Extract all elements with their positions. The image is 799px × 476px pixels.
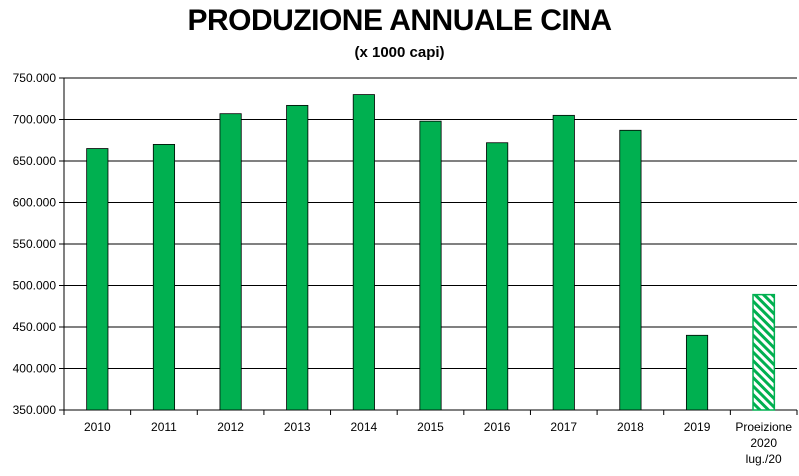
y-tick-label: 550.000 bbox=[13, 237, 57, 251]
bar-projection bbox=[752, 293, 776, 411]
y-tick-label: 350.000 bbox=[13, 403, 57, 417]
x-tick-label: 2012 bbox=[217, 420, 244, 434]
x-tick-label: 2015 bbox=[417, 420, 444, 434]
y-tick-label: 750.000 bbox=[13, 71, 57, 85]
x-tick-label: 2011 bbox=[151, 420, 177, 434]
bar bbox=[619, 129, 642, 411]
x-tick-label: 2018 bbox=[617, 420, 644, 434]
bar bbox=[486, 142, 509, 411]
bar bbox=[219, 113, 242, 411]
y-tick-label: 450.000 bbox=[13, 320, 57, 334]
y-tick-label: 500.000 bbox=[13, 279, 57, 293]
y-tick-label: 700.000 bbox=[13, 113, 57, 127]
chart-title: PRODUZIONE ANNUALE CINA bbox=[187, 4, 612, 37]
bar bbox=[419, 120, 442, 411]
bar bbox=[152, 143, 176, 411]
x-tick-label: 2017 bbox=[550, 420, 577, 434]
x-tick-label: 2019 bbox=[684, 420, 711, 434]
x-tick-label: 2010 bbox=[84, 420, 111, 434]
y-tick-label: 650.000 bbox=[13, 154, 57, 168]
x-tick-label: Proeizione 2020 lug./20 bbox=[735, 420, 792, 466]
bar bbox=[86, 148, 109, 411]
bar bbox=[685, 334, 709, 411]
y-tick-label: 400.000 bbox=[13, 362, 57, 376]
bar bbox=[352, 94, 375, 411]
x-tick-label: 2016 bbox=[484, 420, 511, 434]
bar bbox=[286, 104, 309, 411]
x-tick-label: 2014 bbox=[351, 420, 378, 434]
chart-subtitle: (x 1000 capi) bbox=[354, 44, 445, 61]
y-tick-label: 600.000 bbox=[13, 196, 57, 210]
bar bbox=[552, 114, 575, 411]
x-tick-label: 2013 bbox=[284, 420, 311, 434]
